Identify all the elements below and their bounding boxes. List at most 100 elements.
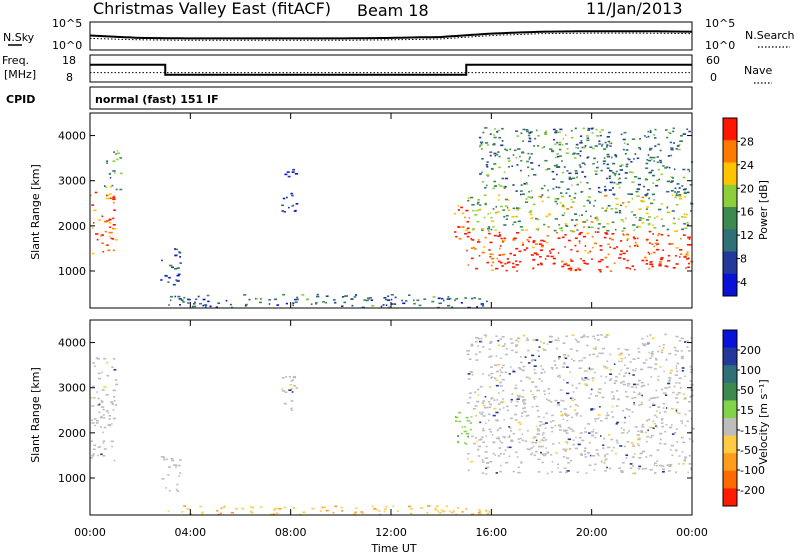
heatmap-cell [475, 353, 478, 356]
heatmap-cell [559, 426, 562, 428]
heatmap-cell [674, 191, 677, 193]
heatmap-cell [596, 355, 599, 358]
heatmap-cell [165, 487, 167, 489]
heatmap-cell [520, 160, 523, 162]
heatmap-cell [681, 370, 684, 372]
heatmap-cell [562, 418, 565, 420]
heatmap-cell [599, 406, 601, 408]
heatmap-cell [546, 343, 549, 345]
heatmap-cell [538, 243, 543, 245]
heatmap-cell [601, 396, 605, 399]
heatmap-cell [662, 471, 665, 473]
heatmap-cell [480, 341, 483, 343]
heatmap-cell [160, 279, 163, 281]
heatmap-cell [620, 382, 623, 384]
heatmap-cell [109, 226, 112, 228]
heatmap-cell [98, 403, 101, 406]
heatmap-cell [586, 378, 589, 381]
heatmap-cell [648, 223, 651, 226]
heatmap-cell [209, 305, 212, 308]
heatmap-cell [651, 193, 656, 196]
heatmap-cell [523, 183, 526, 185]
heatmap-cell [590, 408, 594, 410]
heatmap-cell [626, 239, 629, 241]
heatmap-cell [604, 470, 607, 472]
heatmap-cell [468, 419, 471, 422]
heatmap-cell [625, 217, 627, 220]
heatmap-cell [609, 270, 613, 272]
heatmap-cell [296, 296, 299, 299]
heatmap-cell [446, 298, 450, 300]
heatmap-cell [616, 398, 620, 401]
heatmap-cell [508, 373, 511, 375]
heatmap-cell [454, 231, 457, 233]
heatmap-cell [629, 463, 633, 465]
heatmap-cell [480, 337, 483, 340]
heatmap-cell [517, 471, 521, 474]
heatmap-cell [465, 432, 469, 435]
heatmap-cell [601, 145, 603, 147]
heatmap-cell [183, 296, 186, 299]
heatmap-cell [464, 297, 467, 299]
heatmap-cell [627, 384, 630, 387]
heatmap-cell [592, 408, 596, 411]
heatmap-cell [483, 216, 486, 219]
heatmap-cell [641, 259, 645, 262]
heatmap-cell [637, 347, 640, 350]
heatmap-cell [571, 230, 575, 233]
heatmap-cell [457, 209, 460, 211]
heatmap-cell [659, 149, 662, 152]
heatmap-cell [512, 370, 516, 373]
heatmap-cell [569, 258, 573, 261]
heatmap-cell [629, 467, 633, 469]
heatmap-cell [584, 431, 588, 433]
heatmap-cell [497, 151, 500, 153]
heatmap-cell [580, 258, 582, 260]
heatmap-cell [687, 401, 691, 403]
heatmap-cell [487, 144, 489, 146]
heatmap-cell [487, 419, 490, 422]
heatmap-cell [561, 260, 564, 263]
heatmap-cell [667, 259, 671, 262]
heatmap-cell [517, 337, 521, 340]
heatmap-cell [535, 243, 538, 245]
heatmap-cell [558, 227, 562, 230]
heatmap-cell [619, 253, 623, 256]
heatmap-cell [290, 407, 293, 410]
heatmap-cell [531, 381, 535, 383]
heatmap-cell [251, 506, 255, 509]
heatmap-cell [92, 362, 95, 364]
heatmap-cell [465, 508, 468, 510]
heatmap-cell [286, 196, 288, 199]
heatmap-cell [652, 403, 655, 405]
heatmap-cell [502, 209, 505, 211]
heatmap-cell [489, 154, 492, 157]
heatmap-cell [522, 334, 526, 337]
heatmap-cell [602, 226, 606, 228]
heatmap-cell [524, 201, 529, 203]
heatmap-cell [90, 457, 93, 459]
heatmap-cell [174, 268, 178, 270]
heatmap-cell [559, 148, 562, 151]
heatmap-cell [543, 349, 546, 351]
heatmap-cell [495, 379, 499, 382]
heatmap-cell [450, 511, 454, 514]
heatmap-cell [498, 392, 500, 394]
heatmap-cell [652, 427, 655, 429]
heatmap-cell [543, 184, 546, 187]
heatmap-cell [500, 441, 504, 444]
heatmap-cell [637, 393, 641, 396]
heatmap-cell [686, 346, 689, 348]
heatmap-cell [408, 294, 411, 296]
heatmap-cell [657, 143, 661, 146]
heatmap-cell [656, 449, 660, 451]
heatmap-cell [168, 304, 170, 306]
heatmap-cell [520, 380, 523, 382]
heatmap-cell [526, 239, 529, 241]
heatmap-cell [632, 465, 635, 467]
heatmap-cell [620, 250, 623, 252]
heatmap-cell [554, 218, 558, 220]
heatmap-cell [598, 140, 601, 142]
heatmap-cell [497, 403, 501, 405]
heatmap-cell [321, 506, 324, 509]
